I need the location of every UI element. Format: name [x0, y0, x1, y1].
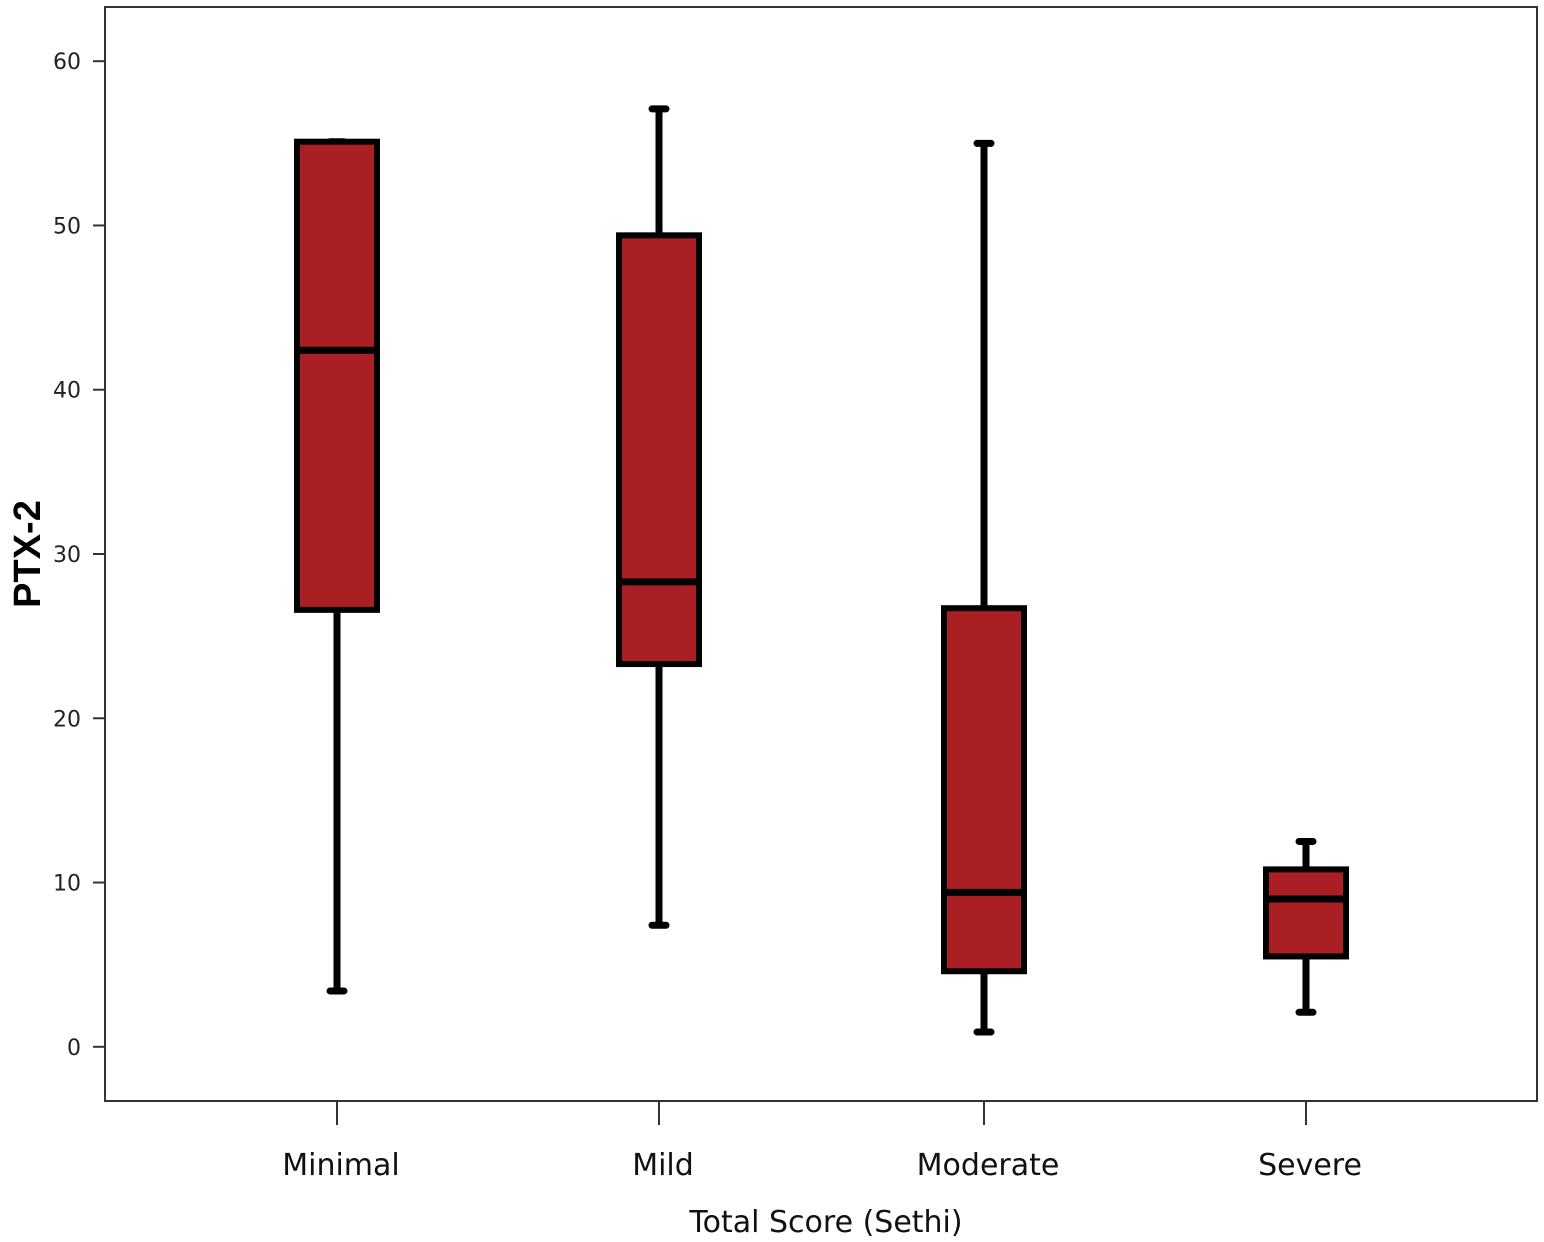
iqr-box — [294, 138, 380, 613]
iqr-box — [941, 605, 1027, 975]
y-tick-label: 40 — [53, 379, 81, 404]
x-tick-label: Minimal — [282, 1148, 400, 1183]
x-axis-ticks: Minimal Mild Moderate Severe — [282, 1101, 1362, 1183]
y-tick-label: 10 — [53, 872, 81, 897]
y-axis-title: PTX-2 — [7, 500, 49, 608]
y-tick-label: 0 — [67, 1036, 81, 1061]
iqr-box — [1263, 866, 1349, 960]
y-tick-label: 30 — [53, 543, 81, 568]
y-axis-ticks: 0 10 20 30 40 50 60 — [53, 50, 105, 1061]
x-tick-label: Moderate — [917, 1148, 1060, 1183]
x-axis-title: Total Score (Sethi) — [688, 1205, 962, 1240]
x-tick-label: Severe — [1258, 1148, 1362, 1183]
iqr-box — [616, 232, 702, 668]
box-moderate — [941, 139, 1027, 1036]
box-minimal — [294, 138, 380, 995]
box-severe — [1263, 837, 1349, 1016]
box-mild — [616, 105, 702, 929]
box-series — [294, 105, 1349, 1036]
x-tick-label: Mild — [632, 1148, 694, 1183]
y-tick-label: 60 — [53, 50, 81, 75]
y-tick-label: 20 — [53, 707, 81, 732]
y-tick-label: 50 — [53, 214, 81, 239]
